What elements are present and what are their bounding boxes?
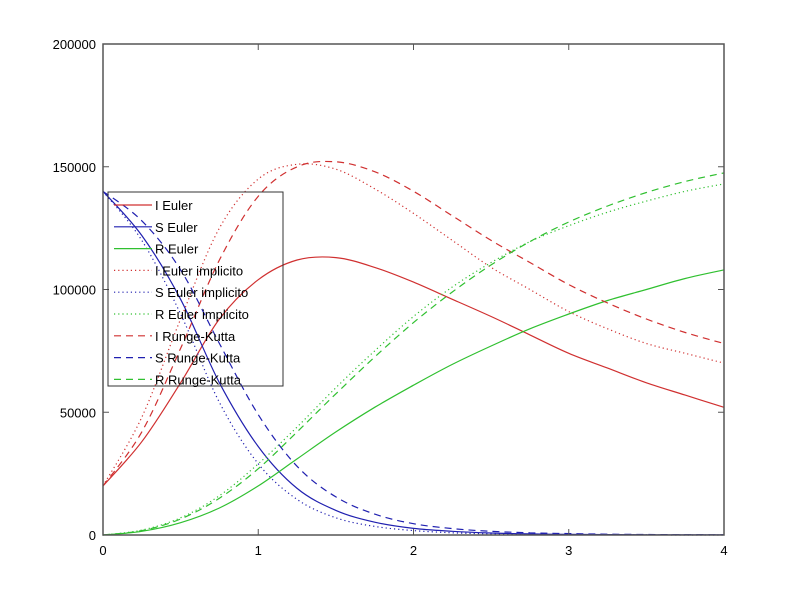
legend-label: R Euler (155, 242, 199, 257)
series-line-r-euler (102, 269, 725, 536)
y-tick-label: 50000 (60, 405, 96, 420)
y-tick-label: 150000 (53, 160, 96, 175)
legend-label: S Euler implicito (155, 285, 248, 300)
legend-label: S Runge-Kutta (155, 351, 241, 366)
series-line-i-runge-kutta (102, 160, 725, 487)
x-tick-label: 3 (565, 543, 572, 558)
legend: I Euler S Euler R Euler I Euler implicito S … (107, 191, 284, 387)
legend-label: R Euler implicito (155, 307, 249, 322)
legend-label: I Runge-Kutta (155, 329, 236, 344)
x-tick-label: 2 (410, 543, 417, 558)
legend-box (107, 191, 284, 387)
series-line-s-euler-implicito (102, 190, 724, 536)
y-tick-label: 0 (89, 528, 96, 543)
axis-ticks: 0 1 2 3 4 0 50000 100000 150000 200000 (53, 37, 728, 558)
legend-label: R Runge-Kutta (155, 372, 242, 387)
x-tick-label: 1 (255, 543, 262, 558)
y-tick-label: 100000 (53, 283, 96, 298)
x-tick-label: 0 (99, 543, 106, 558)
legend-label: I Euler implicito (155, 263, 243, 278)
legend-label: I Euler (155, 198, 193, 213)
legend-label: S Euler (155, 220, 198, 235)
series-line-r-runge-kutta (102, 172, 725, 536)
x-tick-label: 4 (720, 543, 727, 558)
y-tick-label: 200000 (53, 37, 96, 52)
series-line-r-euler-implicito (102, 183, 725, 536)
